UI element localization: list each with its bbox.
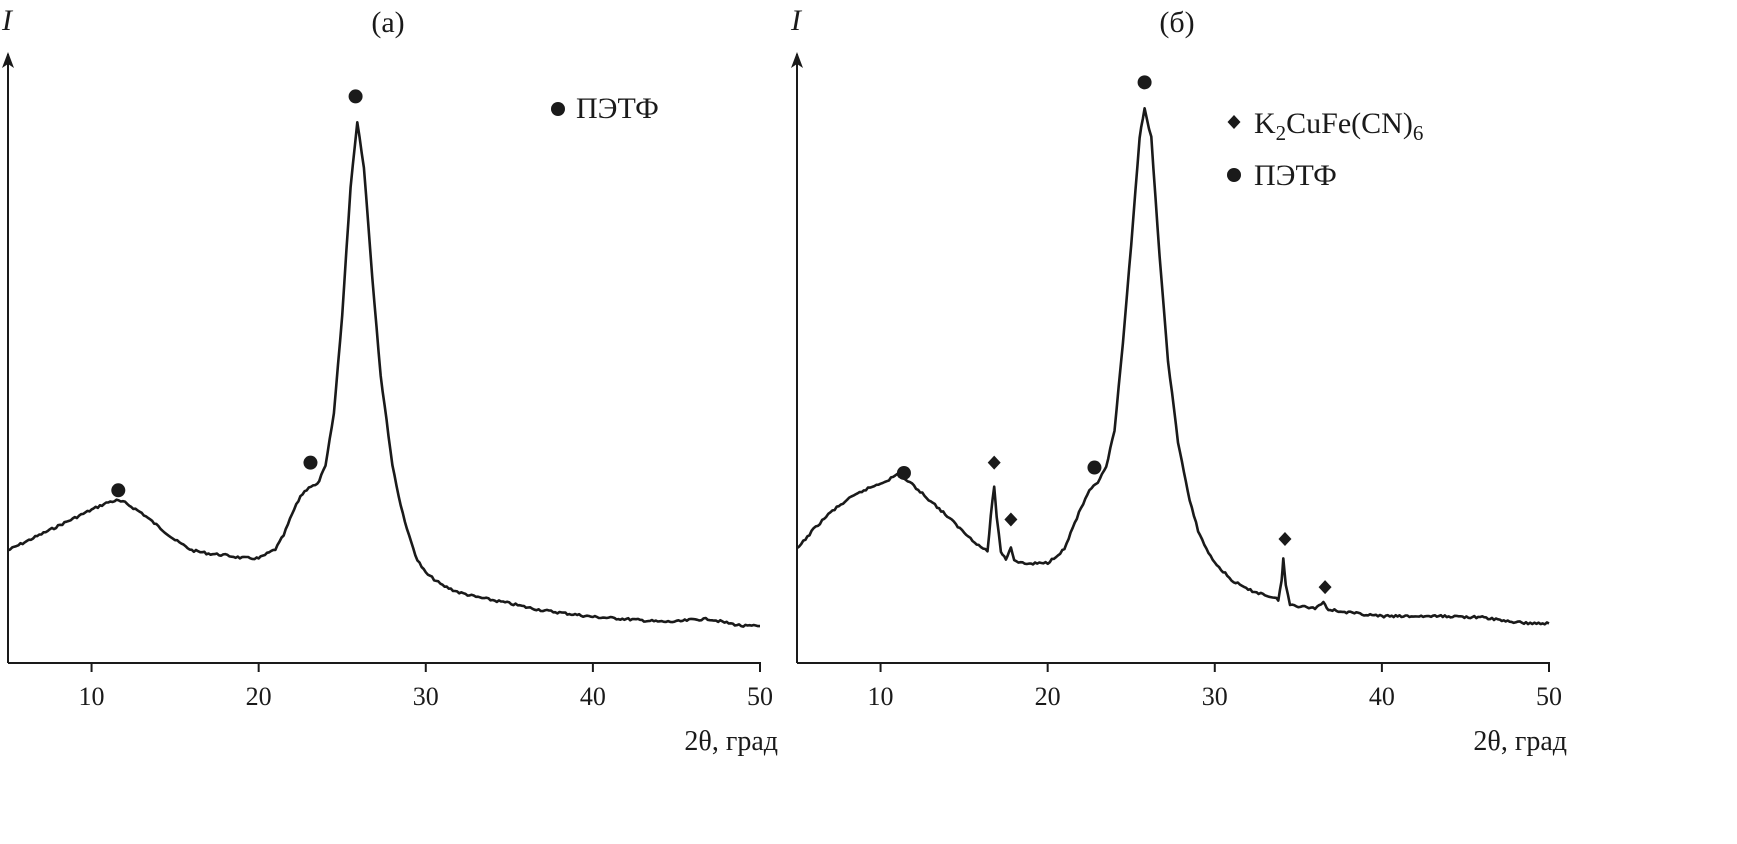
panel-label: (б) — [1159, 6, 1194, 39]
legend-text: CuFe(CN) — [1286, 107, 1413, 140]
legend-circle-marker — [551, 102, 565, 116]
panel-0: I (а) 10 20 30 40 50 2θ, град ПЭТФ — [1, 4, 778, 757]
legend-circle-marker — [1227, 168, 1241, 182]
x-tick-label: 20 — [1035, 682, 1061, 711]
peak-marker-circle — [111, 483, 126, 498]
peak-marker-circle — [348, 89, 363, 104]
legend-subscript: 2 — [1276, 121, 1287, 145]
legend-label: ПЭТФ — [1254, 159, 1337, 192]
peak-marker-circle — [1137, 75, 1152, 90]
x-tick-label: 30 — [1202, 682, 1228, 711]
x-axis-label: 2θ, град — [1473, 726, 1567, 757]
x-tick-label: 40 — [1369, 682, 1395, 711]
x-tick-label: 30 — [413, 682, 439, 711]
legend-label: ПЭТФ — [576, 92, 659, 125]
x-tick-label: 50 — [1536, 682, 1562, 711]
y-axis-label: I — [1, 4, 14, 37]
x-tick-label: 50 — [747, 682, 773, 711]
peak-marker-diamond — [1278, 531, 1292, 546]
series-line — [7, 121, 760, 628]
x-tick-label: 10 — [868, 682, 894, 711]
series-line — [796, 107, 1550, 626]
x-axis-label: 2θ, град — [684, 726, 778, 757]
legend-diamond-marker — [1227, 115, 1241, 129]
peak-marker-circle — [1087, 460, 1102, 475]
peak-marker-diamond — [987, 455, 1001, 470]
legend-subscript: 6 — [1413, 121, 1424, 145]
peak-marker-circle — [303, 455, 318, 470]
panel-label: (а) — [371, 6, 404, 39]
peak-marker-diamond — [1004, 512, 1018, 527]
y-axis-label: I — [790, 4, 803, 37]
legend-label: K2CuFe(CN)6 — [1254, 107, 1423, 145]
x-tick-label: 20 — [246, 682, 272, 711]
legend: ПЭТФ — [551, 92, 659, 125]
x-tick-label: 10 — [79, 682, 105, 711]
x-tick-label: 40 — [580, 682, 606, 711]
peak-marker-circle — [896, 465, 911, 480]
legend-text: K — [1254, 107, 1276, 140]
legend: K2CuFe(CN)6 ПЭТФ — [1227, 107, 1423, 192]
panel-1: I (б) 10 20 30 40 50 2θ, град K2CuFe(CN)6 ПЭТФ — [790, 4, 1567, 757]
peak-marker-diamond — [1318, 580, 1332, 595]
